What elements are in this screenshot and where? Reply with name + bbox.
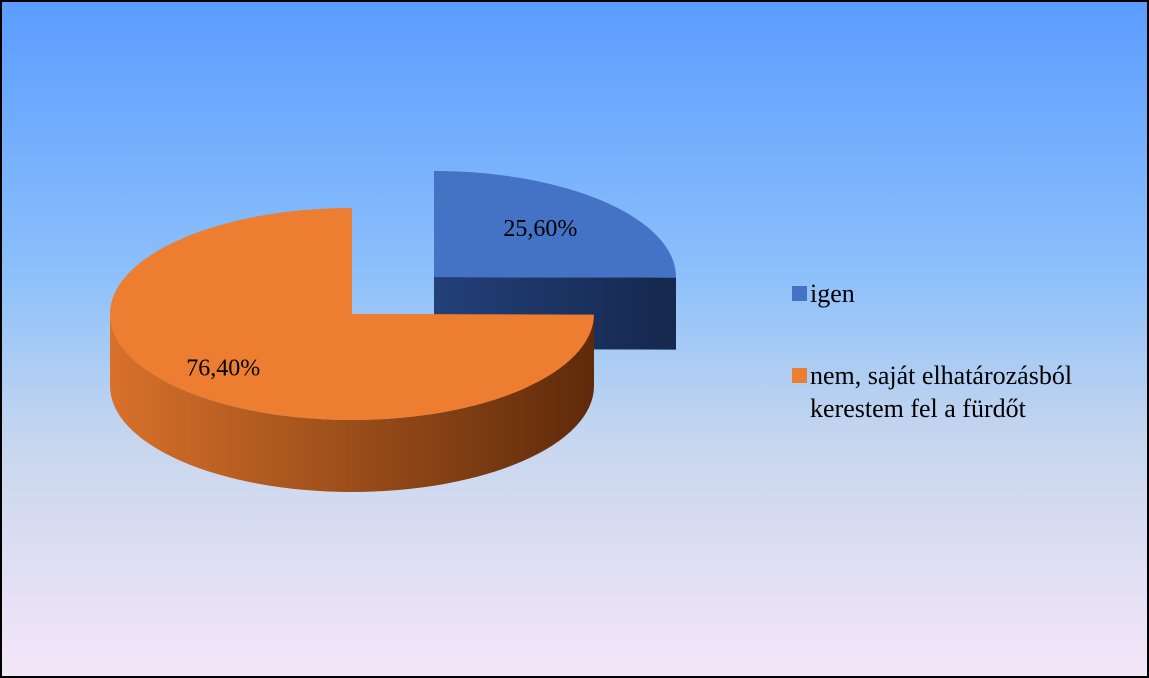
data-label: 76,40% [186,356,260,382]
slice-top [434,171,676,278]
legend-swatch [792,368,807,383]
legend-label: igen [810,279,855,308]
legend-swatch [792,286,807,301]
slice-side [110,314,594,492]
slice-top [109,208,594,420]
data-label: 25,60% [503,216,577,242]
pie-slice [109,208,594,492]
legend-label: nem, saját elhatározásból kerestem fel a… [810,361,1073,423]
